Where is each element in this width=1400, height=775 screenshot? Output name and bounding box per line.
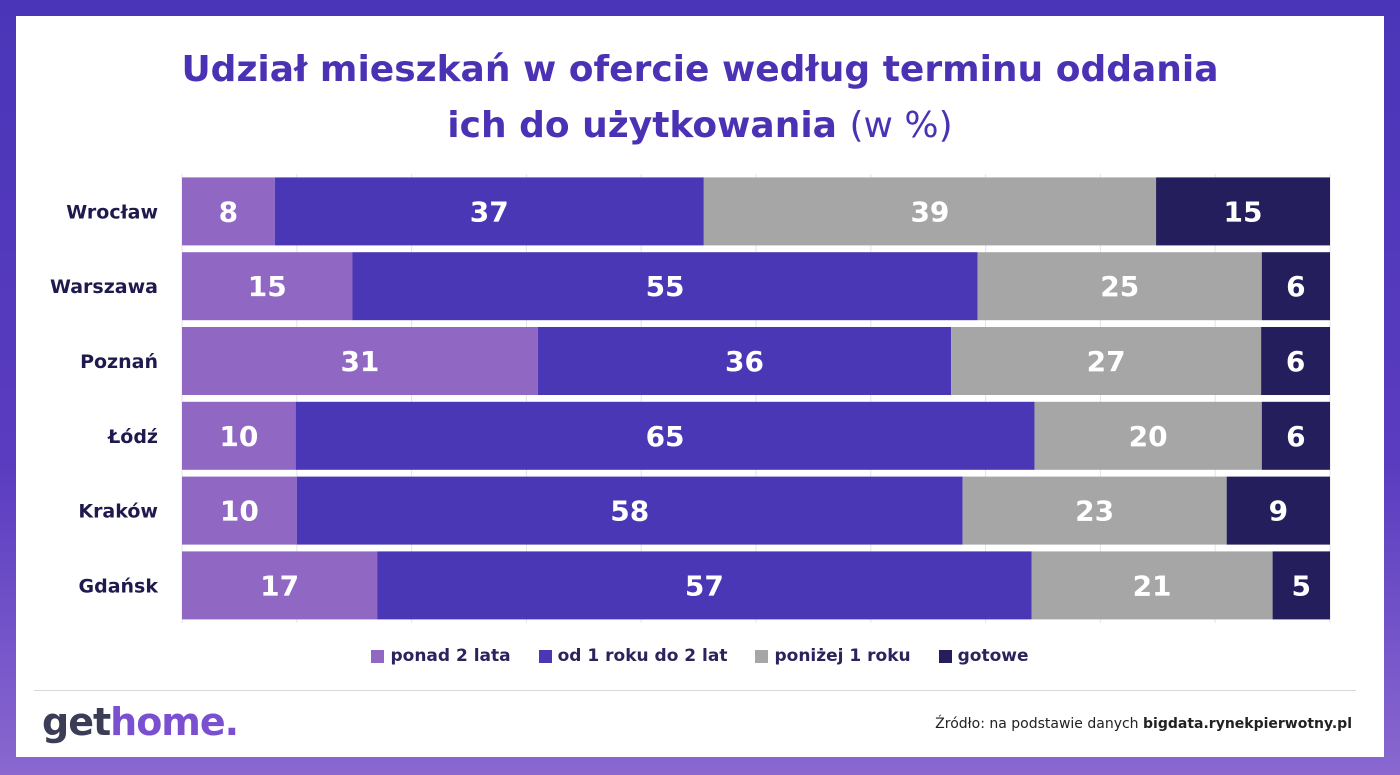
legend-label-3: gotowe (957, 646, 1029, 666)
bar-segment (182, 327, 538, 395)
legend-swatch-2 (755, 649, 769, 663)
data-label: 65 (646, 420, 685, 453)
source-name: bigdata.rynekpierwotny.pl (1143, 716, 1352, 732)
data-label: 37 (470, 195, 509, 228)
stacked-bar-chart: Wrocław 8 37 39 15 Warszawa 15 55 25 6 Poznań 31 36 2… (50, 174, 1331, 623)
bar-segment (182, 177, 275, 246)
logo-part-home: home. (110, 700, 239, 744)
category-label: Poznań (80, 351, 158, 373)
bar-segment (951, 327, 1262, 395)
bar-segment (537, 327, 952, 395)
data-label: 10 (219, 420, 258, 453)
legend-item-3: gotowe (938, 646, 1029, 666)
bar-segment (1261, 401, 1330, 470)
category-label: Łódź (107, 426, 158, 448)
data-label: 27 (1087, 345, 1126, 378)
legend-swatch-0 (371, 649, 385, 663)
bar-segment (1272, 551, 1330, 620)
bar-segment (1226, 476, 1330, 545)
data-label: 55 (646, 270, 685, 303)
data-label: 5 (1292, 569, 1311, 602)
category-label: Gdańsk (79, 575, 159, 597)
data-label: 39 (910, 195, 949, 228)
gethome-logo: gethome. (42, 700, 239, 744)
data-label: 15 (1224, 195, 1263, 228)
data-label: 21 (1133, 569, 1172, 602)
data-label: 36 (725, 345, 764, 378)
title-line-2: ich do użytkowania (w %) (16, 98, 1384, 154)
bar-segment (377, 551, 1032, 620)
category-label: Kraków (78, 501, 158, 523)
data-label: 17 (260, 569, 299, 602)
infographic-card: Udział mieszkań w ofercie według terminu… (16, 16, 1384, 757)
title-line-1: Udział mieszkań w ofercie według terminu… (181, 49, 1219, 90)
bar-segment (296, 476, 963, 545)
data-label: 57 (685, 569, 724, 602)
data-label: 20 (1129, 420, 1168, 453)
bar-segment (295, 401, 1035, 470)
bar-segment (1261, 327, 1330, 395)
bar-segment (962, 476, 1227, 545)
data-label: 8 (219, 195, 238, 228)
data-label: 6 (1286, 270, 1305, 303)
bar-segment (1156, 177, 1330, 246)
category-label: Warszawa (50, 276, 158, 298)
bar-segment (1261, 252, 1330, 321)
category-label: Wrocław (66, 201, 158, 223)
source-note: Źródło: na podstawie danych bigdata.ryne… (935, 716, 1352, 732)
data-label: 23 (1075, 495, 1114, 528)
bar-segment (182, 401, 296, 470)
title-line-2-text: ich do użytkowania (447, 105, 837, 146)
data-label: 31 (340, 345, 379, 378)
bar-segment (182, 252, 353, 321)
bar-segment (182, 476, 297, 545)
legend-item-1: od 1 roku do 2 lat (538, 646, 728, 666)
bar-segment (274, 177, 704, 246)
bar-segment (1034, 401, 1262, 470)
bar-segment (977, 252, 1262, 321)
title-unit: (w %) (849, 105, 953, 146)
legend-swatch-3 (938, 649, 952, 663)
chart-title: Udział mieszkań w ofercie według terminu… (16, 42, 1384, 154)
data-label: 58 (610, 495, 649, 528)
data-label: 15 (248, 270, 287, 303)
chart-legend: ponad 2 lata od 1 roku do 2 lat poniżej … (16, 646, 1384, 666)
data-label: 6 (1286, 420, 1305, 453)
data-label: 25 (1100, 270, 1139, 303)
bar-segment (182, 551, 378, 620)
legend-swatch-1 (538, 649, 552, 663)
legend-item-0: ponad 2 lata (371, 646, 511, 666)
logo-part-get: get (42, 700, 111, 744)
footer-divider (34, 690, 1356, 691)
legend-label-0: ponad 2 lata (390, 646, 511, 666)
legend-item-2: poniżej 1 roku (755, 646, 911, 666)
source-prefix: Źródło: na podstawie danych (935, 716, 1144, 732)
bar-segment (1031, 551, 1273, 620)
legend-label-2: poniżej 1 roku (774, 646, 911, 666)
legend-label-1: od 1 roku do 2 lat (557, 646, 728, 666)
data-label: 10 (220, 495, 259, 528)
bar-segment (703, 177, 1157, 246)
data-label: 6 (1286, 345, 1305, 378)
data-label: 9 (1269, 495, 1288, 528)
bar-segment (352, 252, 978, 321)
